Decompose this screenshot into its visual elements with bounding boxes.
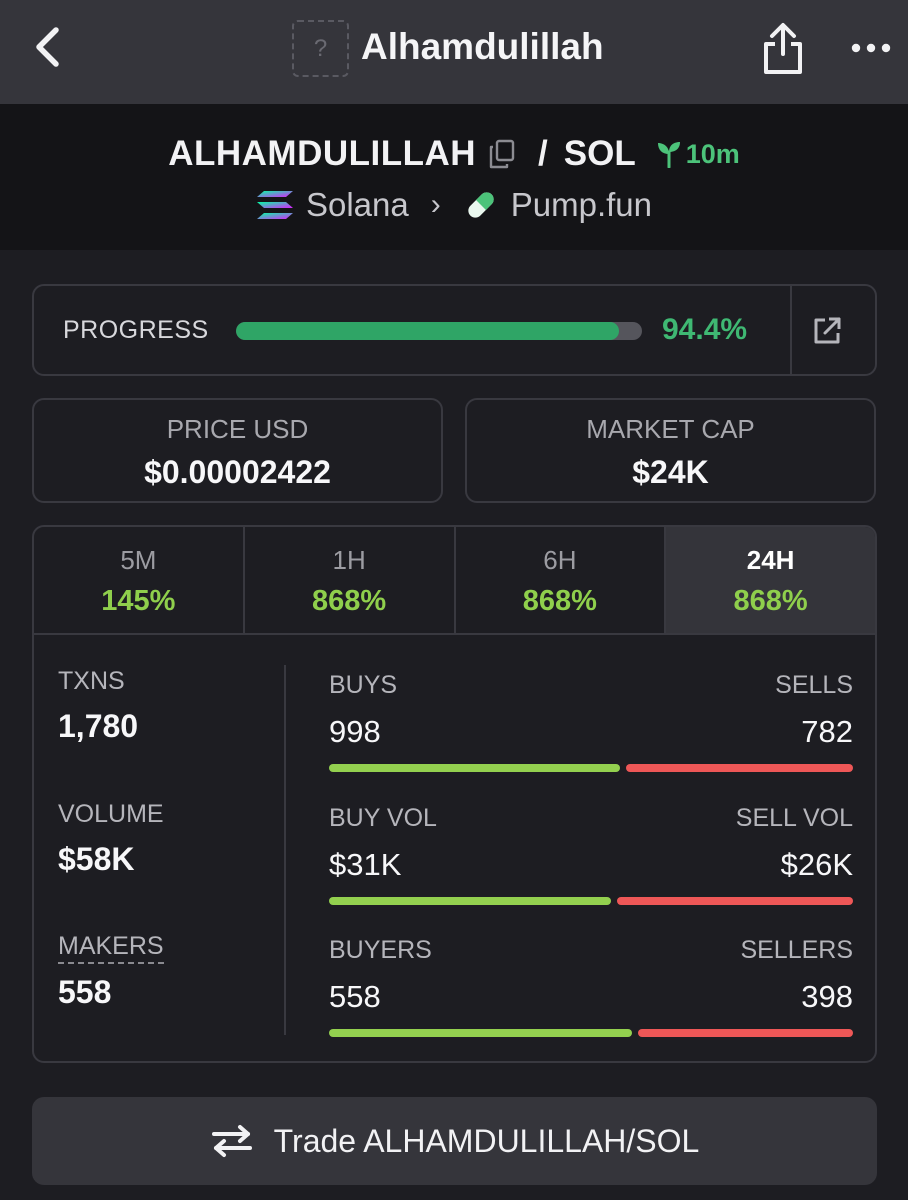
share-button[interactable]	[755, 18, 811, 80]
sells-value: 782	[801, 714, 853, 749]
open-external-button[interactable]	[808, 312, 846, 350]
price-usd-value: $0.00002422	[144, 454, 331, 490]
buyers-value: 558	[329, 979, 381, 1014]
volume-metric: VOLUME $58K	[58, 800, 164, 878]
buys-sells-bar	[329, 764, 853, 772]
page-title: Alhamdulillah	[361, 26, 604, 67]
makers-split: BUYERS SELLERS 558 398	[329, 936, 853, 1037]
buy-vol-value: $31K	[329, 847, 402, 882]
more-horizontal-icon	[851, 43, 891, 53]
txns-label: TXNS	[58, 667, 125, 695]
copy-icon[interactable]	[488, 139, 516, 169]
bonding-progress-card: PROGRESS 94.4%	[32, 284, 877, 376]
swap-arrows-icon	[211, 1125, 252, 1157]
sell-vol-value: $26K	[780, 847, 853, 882]
pair-separator: /	[538, 134, 548, 173]
progress-bar	[236, 322, 642, 340]
progress-divider	[790, 286, 792, 374]
buy-vol-bar	[329, 897, 611, 905]
token-logo-glyph: ?	[313, 34, 328, 62]
chain-breadcrumb: Solana › Pump.fun	[0, 180, 908, 230]
volume-split: BUY VOL SELL VOL $31K $26K	[329, 804, 853, 905]
makers-metric: MAKERS 558	[58, 932, 164, 1011]
tab-label: 5M	[120, 545, 157, 575]
tab-5m[interactable]: 5M 145%	[34, 527, 245, 633]
chevron-left-icon	[36, 27, 59, 67]
price-usd-card: PRICE USD $0.00002422	[32, 398, 443, 503]
makers-bar	[329, 1029, 853, 1037]
sellers-bar	[638, 1029, 853, 1037]
chain-link[interactable]: Solana	[256, 186, 409, 224]
pair-age: 10m	[685, 138, 740, 169]
tab-1h[interactable]: 1H 868%	[245, 527, 456, 633]
tab-price-change: 868%	[522, 585, 597, 617]
solana-icon	[256, 191, 293, 219]
sells-label: SELLS	[775, 671, 853, 699]
tab-price-change: 868%	[733, 585, 808, 617]
dex-name: Pump.fun	[510, 186, 652, 223]
seedling-icon	[657, 142, 680, 168]
timeframe-stats-card: 5M 145% 1H 868% 6H 868% 24H 868% TXNS 1,…	[32, 525, 877, 1063]
progress-value: 94.4%	[662, 313, 748, 346]
buyers-bar	[329, 1029, 632, 1037]
buyers-label: BUYERS	[329, 936, 432, 964]
base-token-symbol: ALHAMDULILLAH	[168, 134, 477, 173]
volume-label: VOLUME	[58, 800, 164, 828]
tab-label: 24H	[746, 545, 795, 575]
dex-link[interactable]: Pump.fun	[463, 186, 652, 224]
volume-value: $58K	[58, 841, 135, 877]
makers-value: 558	[58, 974, 112, 1010]
volume-bar	[329, 897, 853, 905]
sellers-label: SELLERS	[740, 936, 853, 964]
more-options-button[interactable]	[846, 26, 896, 70]
tab-price-change: 145%	[101, 585, 176, 617]
txns-value: 1,780	[58, 708, 139, 744]
timeframe-tabs: 5M 145% 1H 868% 6H 868% 24H 868%	[34, 527, 875, 635]
pair-name-line: ALHAMDULILLAH / SOL 10m	[0, 130, 908, 178]
progress-bar-fill	[236, 322, 620, 340]
external-link-icon	[814, 317, 841, 344]
progress-label: PROGRESS	[63, 316, 209, 344]
buys-label: BUYS	[329, 671, 398, 699]
buys-value: 998	[329, 714, 381, 749]
quote-token-symbol: SOL	[563, 134, 636, 173]
market-cap-card: MARKET CAP $24K	[465, 398, 876, 503]
price-usd-label: PRICE USD	[166, 414, 309, 444]
pair-header: ALHAMDULILLAH / SOL 10m	[0, 104, 908, 250]
top-nav-bar: ? Alhamdulillah	[0, 0, 908, 104]
chain-name: Solana	[305, 186, 409, 223]
tab-24h[interactable]: 24H 868%	[666, 527, 875, 633]
token-logo-placeholder: ?	[292, 20, 349, 77]
tab-label: 6H	[543, 545, 577, 575]
trade-button[interactable]: Trade ALHAMDULILLAH/SOL	[32, 1097, 877, 1185]
trade-button-label: Trade ALHAMDULILLAH/SOL	[273, 1122, 700, 1159]
pair-age-badge: 10m	[656, 139, 740, 170]
makers-label[interactable]: MAKERS	[58, 932, 164, 964]
chevron-right-icon: ›	[430, 188, 441, 221]
sells-bar	[626, 764, 853, 772]
buys-bar	[329, 764, 620, 772]
pill-icon	[468, 192, 494, 218]
txns-metric: TXNS 1,780	[58, 667, 138, 745]
sellers-value: 398	[801, 979, 853, 1014]
back-button[interactable]	[22, 22, 72, 72]
column-divider	[284, 665, 286, 1035]
sell-vol-bar	[617, 897, 853, 905]
market-cap-value: $24K	[632, 454, 709, 490]
sell-vol-label: SELL VOL	[735, 804, 853, 832]
tab-price-change: 868%	[312, 585, 387, 617]
tab-label: 1H	[332, 545, 366, 575]
share-icon	[764, 23, 802, 74]
buys-sells-split: BUYS SELLS 998 782	[329, 671, 853, 772]
tab-6h[interactable]: 6H 868%	[456, 527, 667, 633]
market-cap-label: MARKET CAP	[586, 414, 755, 444]
buy-vol-label: BUY VOL	[329, 804, 437, 832]
